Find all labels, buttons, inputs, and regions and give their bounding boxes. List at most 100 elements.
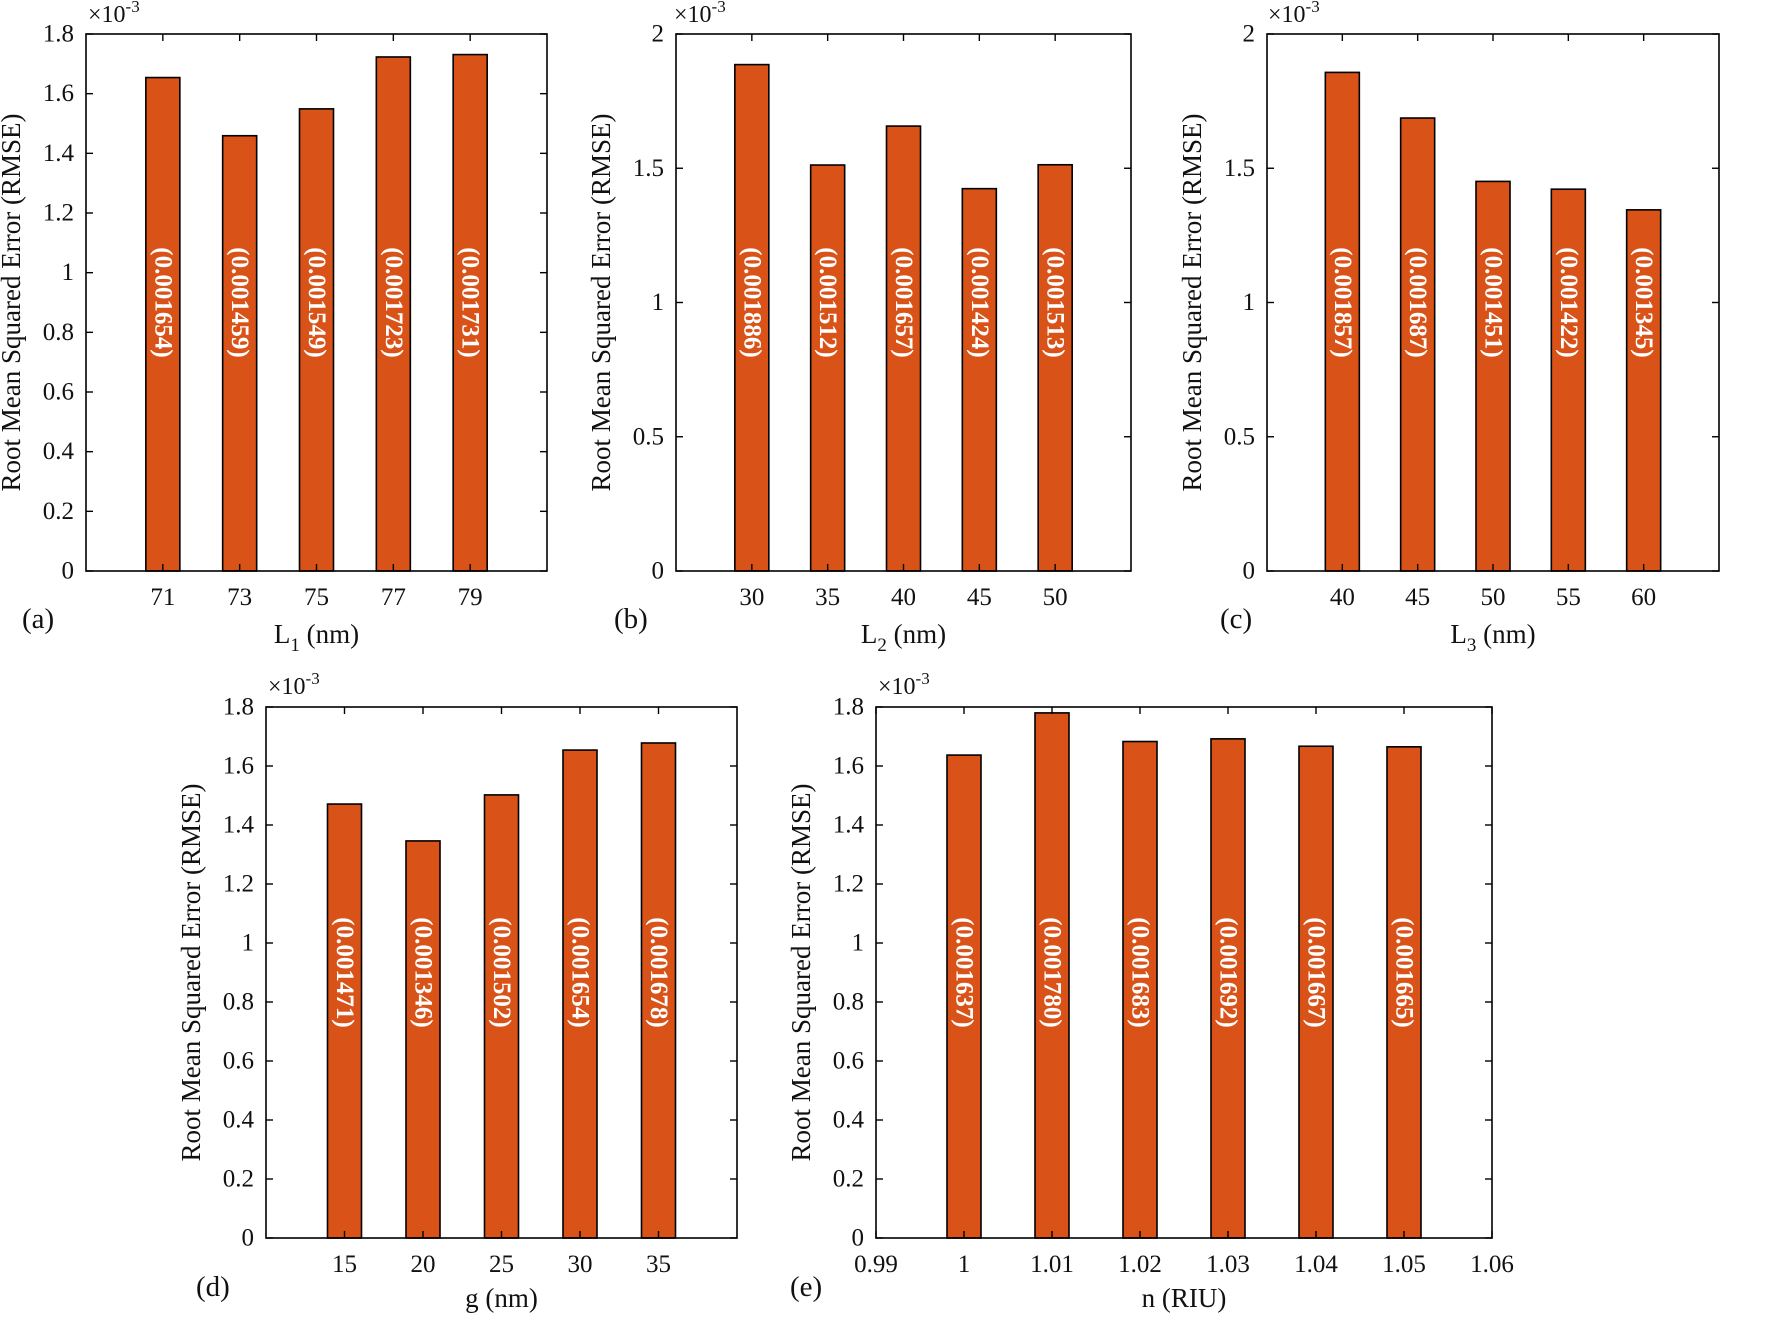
x-tick-label: 20 xyxy=(411,1251,436,1278)
axis-multiplier: ×10-3 xyxy=(268,669,320,700)
x-tick-label: 25 xyxy=(489,1251,514,1278)
chart-panel-a: (0.001654) (0.001459) (0.001549) (0.001723)… xyxy=(0,0,548,656)
bar-value-label: (0.001731) xyxy=(457,247,484,357)
bar xyxy=(946,754,982,1239)
bar xyxy=(483,794,520,1239)
bar-value-label: (0.001513) xyxy=(1042,247,1069,357)
x-tick-label: 30 xyxy=(739,584,764,611)
chart-panel-d: (0.001471) (0.001346) (0.001502) (0.001654)… xyxy=(176,669,738,1313)
y-tick-label: 1.2 xyxy=(43,200,74,227)
bar-value-label: (0.001422) xyxy=(1555,247,1582,357)
x-tick-label: 55 xyxy=(1556,584,1581,611)
x-tick-label: 1.06 xyxy=(1470,1251,1514,1278)
x-axis-label: L1 (nm) xyxy=(274,619,359,656)
axis-multiplier: ×10-3 xyxy=(88,0,140,28)
bar-value-label: (0.001723) xyxy=(380,247,407,357)
y-tick-label: 0.8 xyxy=(43,319,74,346)
chart-panel-b: (0.001886) (0.001512) (0.001657) (0.001424)… xyxy=(586,0,1132,656)
bar-value-label: (0.001678) xyxy=(645,917,672,1027)
y-tick-label: 0.5 xyxy=(1224,423,1255,450)
y-tick-label: 1.4 xyxy=(223,812,255,839)
axis-multiplier: ×10-3 xyxy=(674,0,726,28)
y-tick-label: 1.4 xyxy=(43,140,75,167)
bar xyxy=(375,56,412,572)
bar xyxy=(1034,712,1070,1239)
y-tick-label: 0.8 xyxy=(833,989,864,1016)
y-tick-label: 1 xyxy=(1243,289,1256,316)
plot-frame xyxy=(875,706,1493,1239)
y-tick-label: 1.8 xyxy=(43,21,74,48)
y-tick-label: 1.6 xyxy=(833,753,864,780)
x-tick-label: 73 xyxy=(227,584,252,611)
y-tick-label: 1.5 xyxy=(633,155,664,182)
bar xyxy=(734,63,770,572)
bar-value-label: (0.001346) xyxy=(410,917,437,1027)
x-tick-label: 50 xyxy=(1481,584,1506,611)
y-tick-label: 0.8 xyxy=(223,989,254,1016)
y-tick-label: 1.8 xyxy=(223,694,254,721)
bar xyxy=(1122,740,1158,1239)
x-tick-label: 77 xyxy=(381,584,406,611)
bar-value-label: (0.001345) xyxy=(1630,247,1657,357)
y-tick-label: 1.2 xyxy=(223,871,254,898)
y-tick-label: 0.4 xyxy=(43,438,75,465)
bar-value-label: (0.001654) xyxy=(149,247,176,357)
chart-panel-c: (0.001857) (0.001687) (0.001451) (0.001422)… xyxy=(1177,0,1720,656)
y-tick-label: 0 xyxy=(62,558,75,585)
y-axis-label: Root Mean Squared Error (RMSE) xyxy=(586,114,616,492)
y-tick-label: 1 xyxy=(242,930,255,957)
bar-value-label: (0.001665) xyxy=(1391,917,1418,1027)
x-tick-label: 45 xyxy=(1405,584,1430,611)
y-tick-label: 1.2 xyxy=(833,871,864,898)
bar-value-label: (0.001424) xyxy=(966,247,993,357)
y-axis-label: Root Mean Squared Error (RMSE) xyxy=(1177,114,1207,492)
y-tick-label: 1 xyxy=(62,259,75,286)
bar xyxy=(1475,180,1511,572)
x-tick-label: 0.99 xyxy=(854,1251,898,1278)
y-tick-label: 1.6 xyxy=(43,80,74,107)
y-tick-label: 0 xyxy=(852,1225,865,1252)
bar xyxy=(1625,209,1662,572)
bar-value-label: (0.001692) xyxy=(1215,917,1242,1027)
bar-value-label: (0.001683) xyxy=(1127,917,1154,1027)
x-axis-label: L3 (nm) xyxy=(1450,619,1535,656)
y-tick-label: 0.6 xyxy=(833,1048,864,1075)
bar-value-label: (0.001459) xyxy=(226,247,253,357)
x-tick-label: 40 xyxy=(891,584,916,611)
y-tick-label: 0 xyxy=(652,558,665,585)
y-tick-label: 1.6 xyxy=(223,753,254,780)
bar xyxy=(405,840,441,1239)
y-tick-label: 0.2 xyxy=(223,1166,254,1193)
bar-value-label: (0.001667) xyxy=(1303,917,1330,1027)
bar xyxy=(1298,745,1334,1239)
y-tick-label: 0.6 xyxy=(223,1048,254,1075)
x-tick-label: 40 xyxy=(1330,584,1355,611)
panel-tag: (c) xyxy=(1220,603,1252,635)
bar-value-label: (0.001780) xyxy=(1039,917,1066,1027)
y-tick-label: 1 xyxy=(852,930,865,957)
axis-multiplier: ×10-3 xyxy=(878,669,930,700)
x-tick-label: 1.01 xyxy=(1030,1251,1074,1278)
bar-value-label: (0.001687) xyxy=(1404,247,1431,357)
y-tick-label: 0.6 xyxy=(43,379,74,406)
x-tick-label: 60 xyxy=(1631,584,1656,611)
bar-value-label: (0.001654) xyxy=(567,917,594,1027)
y-tick-label: 1.4 xyxy=(833,812,865,839)
y-tick-label: 0.5 xyxy=(633,423,664,450)
x-tick-label: 30 xyxy=(568,1251,593,1278)
bar xyxy=(1550,188,1587,572)
bar xyxy=(1324,71,1361,572)
bar-value-label: (0.001857) xyxy=(1329,247,1356,357)
y-tick-label: 0.4 xyxy=(833,1107,865,1134)
bar xyxy=(562,749,598,1239)
y-tick-label: 1 xyxy=(652,289,665,316)
x-axis-label: n (RIU) xyxy=(1142,1283,1227,1313)
panel-tag: (b) xyxy=(614,603,648,635)
x-tick-label: 75 xyxy=(304,584,329,611)
x-tick-label: 1.05 xyxy=(1382,1251,1426,1278)
bar-value-label: (0.001886) xyxy=(738,247,765,357)
y-tick-label: 2 xyxy=(652,21,665,48)
bar xyxy=(809,164,846,572)
x-tick-label: 45 xyxy=(967,584,992,611)
x-axis-label: g (nm) xyxy=(465,1283,538,1313)
